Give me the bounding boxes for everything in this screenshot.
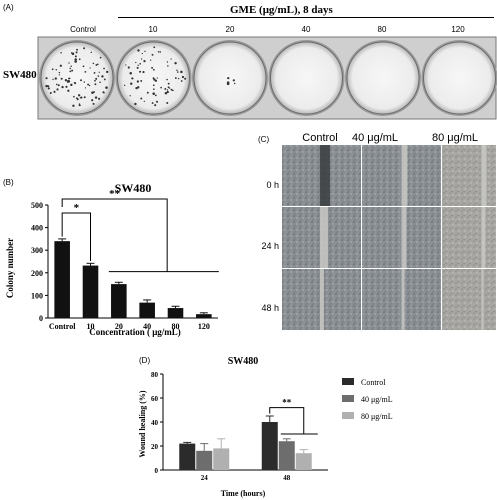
wound-y-tick-label: 20 — [151, 443, 159, 451]
legend-swatch-2 — [342, 412, 354, 419]
well-label-20: 20 — [225, 25, 235, 34]
colony-bar-40 — [139, 302, 155, 318]
well-5 — [345, 40, 421, 116]
colony-bar-Control — [54, 241, 70, 318]
well-4 — [268, 40, 345, 116]
colony-y-tick-label: 500 — [31, 201, 43, 210]
colony-x-tick-label: 10 — [87, 322, 95, 331]
wound-y-tick-label: 60 — [151, 395, 159, 403]
colony-y-tick-label: 100 — [31, 291, 43, 300]
wound-bar-48-2 — [295, 453, 312, 470]
colony-x-tick-label: 80 — [172, 322, 180, 331]
colony-bar-120 — [196, 314, 212, 318]
well-label-120: 120 — [451, 25, 465, 34]
panel-c-tag: (C) — [258, 135, 270, 144]
colony-sig-star-1: * — [74, 202, 80, 214]
colony-y-tick-label: 300 — [31, 246, 43, 255]
colony-sig-bracket-2 — [61, 198, 168, 272]
wound-chart-ylabel: Wound healing (%) — [138, 390, 147, 457]
wound-image-r2-c2 — [362, 207, 441, 268]
well-3 — [192, 40, 268, 116]
wound-image-r3-c2 — [362, 269, 441, 330]
colony-y-tick-label: 0 — [39, 314, 43, 323]
wound-bar-24-2 — [213, 448, 230, 470]
wound-image-r3-c1 — [282, 269, 361, 330]
panel-a-cell-line: SW480 — [3, 69, 37, 81]
wound-row-48h: 48 h — [261, 303, 279, 313]
colony-bar-80 — [167, 308, 184, 318]
colony-bar-20 — [111, 284, 127, 318]
panel-a-header-line — [118, 17, 494, 18]
wound-images: Control 40 μg/mL 80 μg/mL 0 h 24 h 48 h — [257, 131, 496, 361]
well-2 — [115, 40, 192, 116]
legend-label-2: 80 μg/mL — [361, 412, 393, 421]
wound-image-r2-c3 — [442, 207, 496, 268]
well-label-40: 40 — [301, 25, 311, 34]
colony-chart: SW480 Colony number Concentration ( μg/m… — [5, 181, 219, 337]
colony-chart-xlabel: Concentration ( μg/mL) — [89, 327, 181, 337]
legend-swatch-0 — [342, 378, 354, 385]
legend-label-0: Control — [361, 378, 386, 387]
colony-x-tick-label: Control — [49, 322, 76, 331]
wound-y-tick-label: 0 — [155, 467, 159, 475]
well-label-10: 10 — [148, 25, 158, 34]
wound-image-r2-c1 — [282, 207, 361, 268]
well-label-control: Control — [70, 25, 96, 34]
panel-a-header: GME (μg/mL), 8 days — [230, 4, 333, 16]
wound-bar-48-0 — [261, 422, 278, 470]
wound-chart-title: SW480 — [228, 356, 259, 367]
panel-a-tag: (A) — [3, 3, 14, 12]
well-1 — [39, 40, 115, 116]
colony-x-tick-label: 40 — [143, 322, 151, 331]
wound-bar-48-1 — [278, 441, 295, 470]
colony-sig-bracket-1 — [61, 212, 91, 262]
wound-col-control: Control — [302, 132, 338, 144]
well-labels: Control 10 20 40 80 120 — [0, 0, 497, 36]
colony-chart-ylabel: Colony number — [5, 238, 15, 298]
wound-sig-star: ** — [282, 398, 292, 408]
legend-label-1: 40 μg/mL — [361, 395, 393, 404]
wound-image-r1-c1 — [282, 145, 361, 206]
legend-swatch-1 — [342, 395, 354, 402]
wound-chart-xlabel: Time (hours) — [221, 489, 266, 498]
wound-bar-24-1 — [196, 450, 213, 470]
colony-bar-10 — [82, 265, 99, 318]
wound-image-r3-c3 — [442, 269, 496, 330]
colony-x-tick-label: 20 — [115, 322, 123, 331]
wound-image-r1-c2 — [362, 145, 441, 206]
well-plate — [37, 36, 497, 120]
panel-d-tag: (D) — [139, 356, 151, 365]
colony-chart-title: SW480 — [115, 181, 152, 195]
wound-y-tick-label: 40 — [151, 419, 159, 427]
wound-x-tick-label: 24 — [201, 474, 209, 482]
well-label-80: 80 — [377, 25, 387, 34]
wound-y-tick-label: 80 — [151, 371, 159, 379]
wound-col-80: 80 μg/mL — [431, 132, 479, 144]
wound-row-0h: 0 h — [266, 180, 279, 190]
colony-y-tick-label: 400 — [31, 224, 43, 233]
wound-x-tick-label: 48 — [283, 474, 291, 482]
colony-x-tick-label: 120 — [198, 322, 210, 331]
well-6 — [421, 40, 497, 116]
wound-row-24h: 24 h — [261, 241, 279, 251]
wound-image-r1-c3 — [442, 145, 496, 206]
panel-b-tag: (B) — [3, 178, 14, 187]
wound-bar-24-0 — [179, 443, 196, 470]
wound-sig-bracket — [269, 407, 305, 434]
wound-chart: SW480 Wound healing (%) Time (hours) 0 20… — [138, 356, 393, 498]
colony-sig-star-2: ** — [109, 188, 121, 200]
wound-col-40: 40 μg/mL — [351, 132, 399, 144]
colony-y-tick-label: 200 — [31, 269, 43, 278]
